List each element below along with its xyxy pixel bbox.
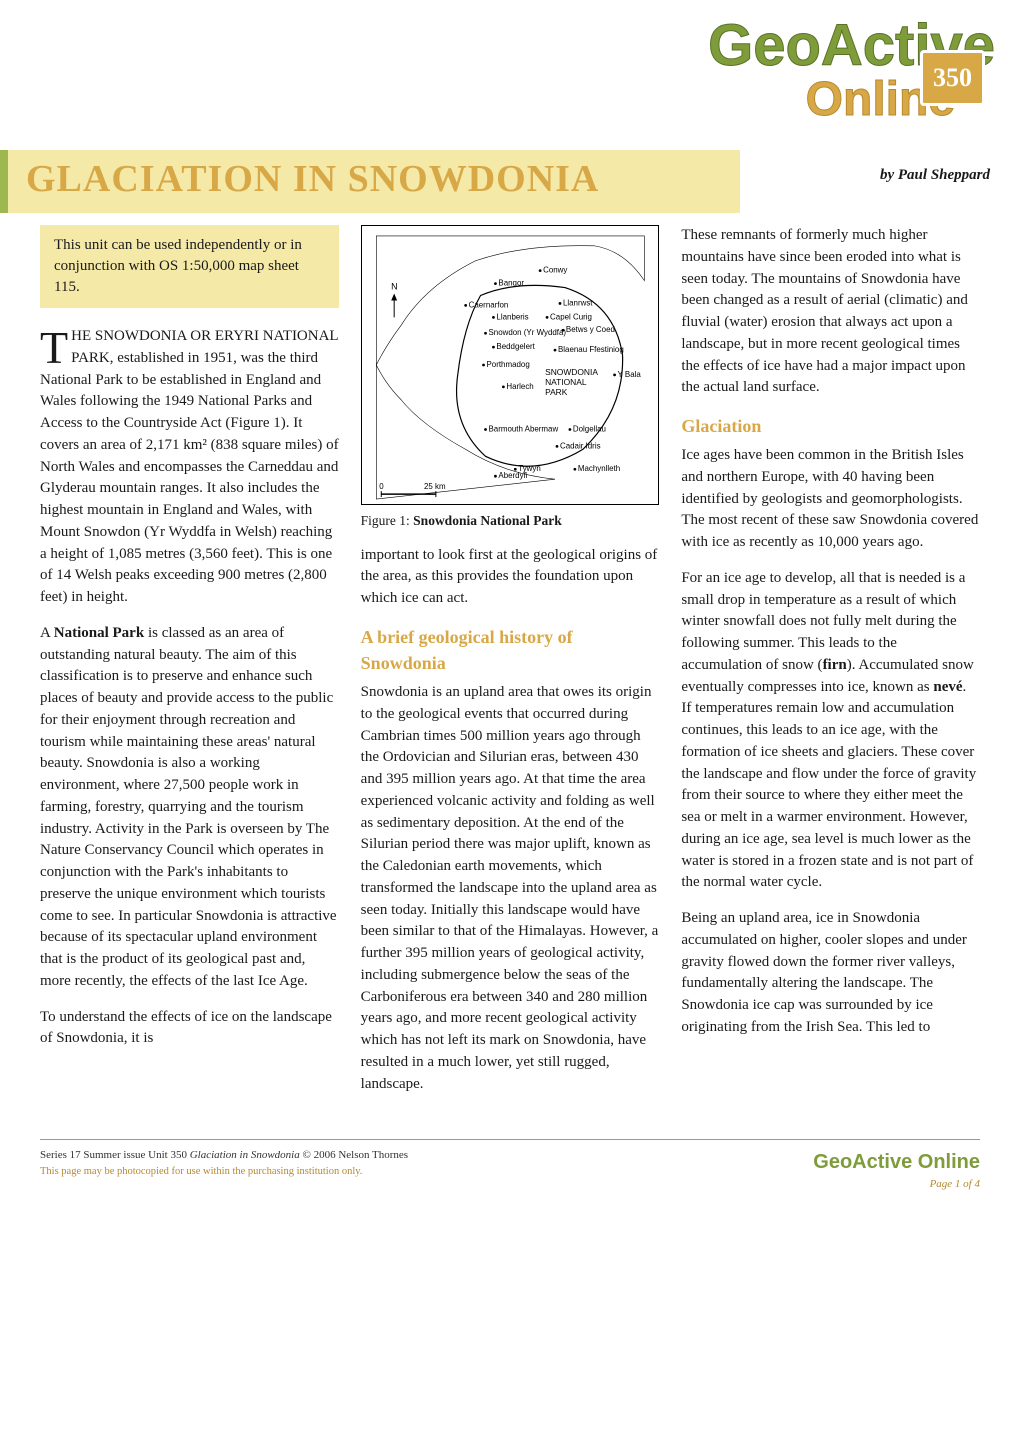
page-footer: Series 17 Summer issue Unit 350 Glaciati… bbox=[40, 1139, 980, 1211]
footer-left: Series 17 Summer issue Unit 350 Glaciati… bbox=[40, 1148, 408, 1179]
map-caption: Figure 1: Snowdonia National Park bbox=[361, 511, 660, 531]
svg-text:Snowdon (Yr Wyddfa): Snowdon (Yr Wyddfa) bbox=[488, 328, 566, 337]
svg-text:Beddgelert: Beddgelert bbox=[496, 342, 535, 351]
ice-ages-paragraph: Ice ages have been common in the British… bbox=[681, 445, 980, 554]
text: © 2006 Nelson Thornes bbox=[300, 1149, 408, 1161]
svg-text:Cadair Idris: Cadair Idris bbox=[560, 441, 601, 450]
usage-info-box: This unit can be used independently or i… bbox=[40, 225, 339, 308]
brand-logo: GeoActive 350 Online bbox=[708, 20, 995, 134]
lead-in-paragraph: To understand the effects of ice on the … bbox=[40, 1007, 339, 1051]
section-geology-heading: A brief geological history of Snowdonia bbox=[361, 624, 660, 676]
page-title: GLACIATION IN SNOWDONIA bbox=[26, 152, 740, 207]
term-firn: firn bbox=[823, 657, 847, 673]
footer-title-italic: Glaciation in Snowdonia bbox=[190, 1149, 300, 1161]
geology-paragraph: Snowdonia is an upland area that owes it… bbox=[361, 682, 660, 1095]
byline: by Paul Sheppard bbox=[880, 165, 990, 187]
svg-text:Llanberis: Llanberis bbox=[496, 312, 528, 321]
geology-lead-in: important to look first at the geologica… bbox=[361, 545, 660, 610]
svg-text:Barmouth Abermaw: Barmouth Abermaw bbox=[488, 425, 558, 434]
text: Series 17 Summer issue Unit 350 bbox=[40, 1149, 190, 1161]
svg-text:Capel Curig: Capel Curig bbox=[550, 312, 592, 321]
svg-text:Betws y Coed: Betws y Coed bbox=[566, 325, 615, 334]
svg-text:25 km: 25 km bbox=[424, 482, 446, 491]
svg-text:Blaenau Ffestiniog: Blaenau Ffestiniog bbox=[558, 345, 624, 354]
svg-text:Bangor: Bangor bbox=[498, 279, 524, 288]
column-1: This unit can be used independently or i… bbox=[40, 225, 339, 1109]
svg-text:Llanrwst: Llanrwst bbox=[563, 298, 593, 307]
svg-text:Y Bala: Y Bala bbox=[617, 370, 641, 379]
ice-age-development-paragraph: For an ice age to develop, all that is n… bbox=[681, 568, 980, 894]
svg-text:Aberdyfi: Aberdyfi bbox=[498, 471, 527, 480]
footer-permission: This page may be photocopied for use wit… bbox=[40, 1164, 408, 1179]
map-svg: N SNOWDONIANATIONALPARK Conwy Bangor Caernar… bbox=[362, 226, 659, 504]
svg-text:SNOWDONIA: SNOWDONIA bbox=[545, 367, 598, 377]
footer-right: GeoActive Online Page 1 of 4 bbox=[813, 1148, 980, 1193]
svg-text:Porthmadog: Porthmadog bbox=[486, 360, 529, 369]
page-header: GeoActive 350 Online GLACIATION IN SNOWD… bbox=[0, 0, 1020, 195]
svg-text:N: N bbox=[391, 282, 397, 292]
footer-page-number: Page 1 of 4 bbox=[813, 1177, 980, 1193]
section-glaciation-heading: Glaciation bbox=[681, 413, 980, 439]
term-neve: nevé bbox=[933, 679, 962, 695]
content-columns: This unit can be used independently or i… bbox=[0, 195, 1020, 1119]
svg-text:Caernarfon: Caernarfon bbox=[468, 300, 508, 309]
footer-citation: Series 17 Summer issue Unit 350 Glaciati… bbox=[40, 1148, 408, 1164]
text: A bbox=[40, 625, 54, 641]
snowdonia-ice-paragraph: Being an upland area, ice in Snowdonia a… bbox=[681, 908, 980, 1039]
svg-text:Harlech: Harlech bbox=[506, 382, 533, 391]
caption-title: Snowdonia National Park bbox=[413, 513, 562, 528]
intro-paragraph: THE SNOWDONIA OR ERYRI NATIONAL PARK, es… bbox=[40, 326, 339, 609]
text: . If temperatures remain low and accumul… bbox=[681, 679, 976, 891]
text: is classed as an area of outstanding nat… bbox=[40, 625, 337, 989]
svg-text:0: 0 bbox=[379, 482, 384, 491]
svg-text:NATIONAL: NATIONAL bbox=[545, 377, 587, 387]
svg-text:Conwy: Conwy bbox=[543, 266, 567, 275]
snowdonia-map: N SNOWDONIANATIONALPARK Conwy Bangor Caernar… bbox=[361, 225, 660, 505]
svg-text:Dolgellau: Dolgellau bbox=[573, 425, 606, 434]
column-3: These remnants of formerly much higher m… bbox=[681, 225, 980, 1109]
term-national-park: National Park bbox=[54, 625, 144, 641]
national-park-paragraph: A National Park is classed as an area of… bbox=[40, 623, 339, 993]
svg-text:PARK: PARK bbox=[545, 387, 568, 397]
column-2: N SNOWDONIANATIONALPARK Conwy Bangor Caernar… bbox=[361, 225, 660, 1109]
title-bar: GLACIATION IN SNOWDONIA bbox=[0, 150, 740, 213]
erosion-paragraph: These remnants of formerly much higher m… bbox=[681, 225, 980, 399]
svg-text:Machynlleth: Machynlleth bbox=[578, 464, 620, 473]
caption-prefix: Figure 1: bbox=[361, 513, 414, 528]
footer-logo: GeoActive Online bbox=[813, 1148, 980, 1177]
issue-badge: 350 bbox=[920, 50, 985, 106]
